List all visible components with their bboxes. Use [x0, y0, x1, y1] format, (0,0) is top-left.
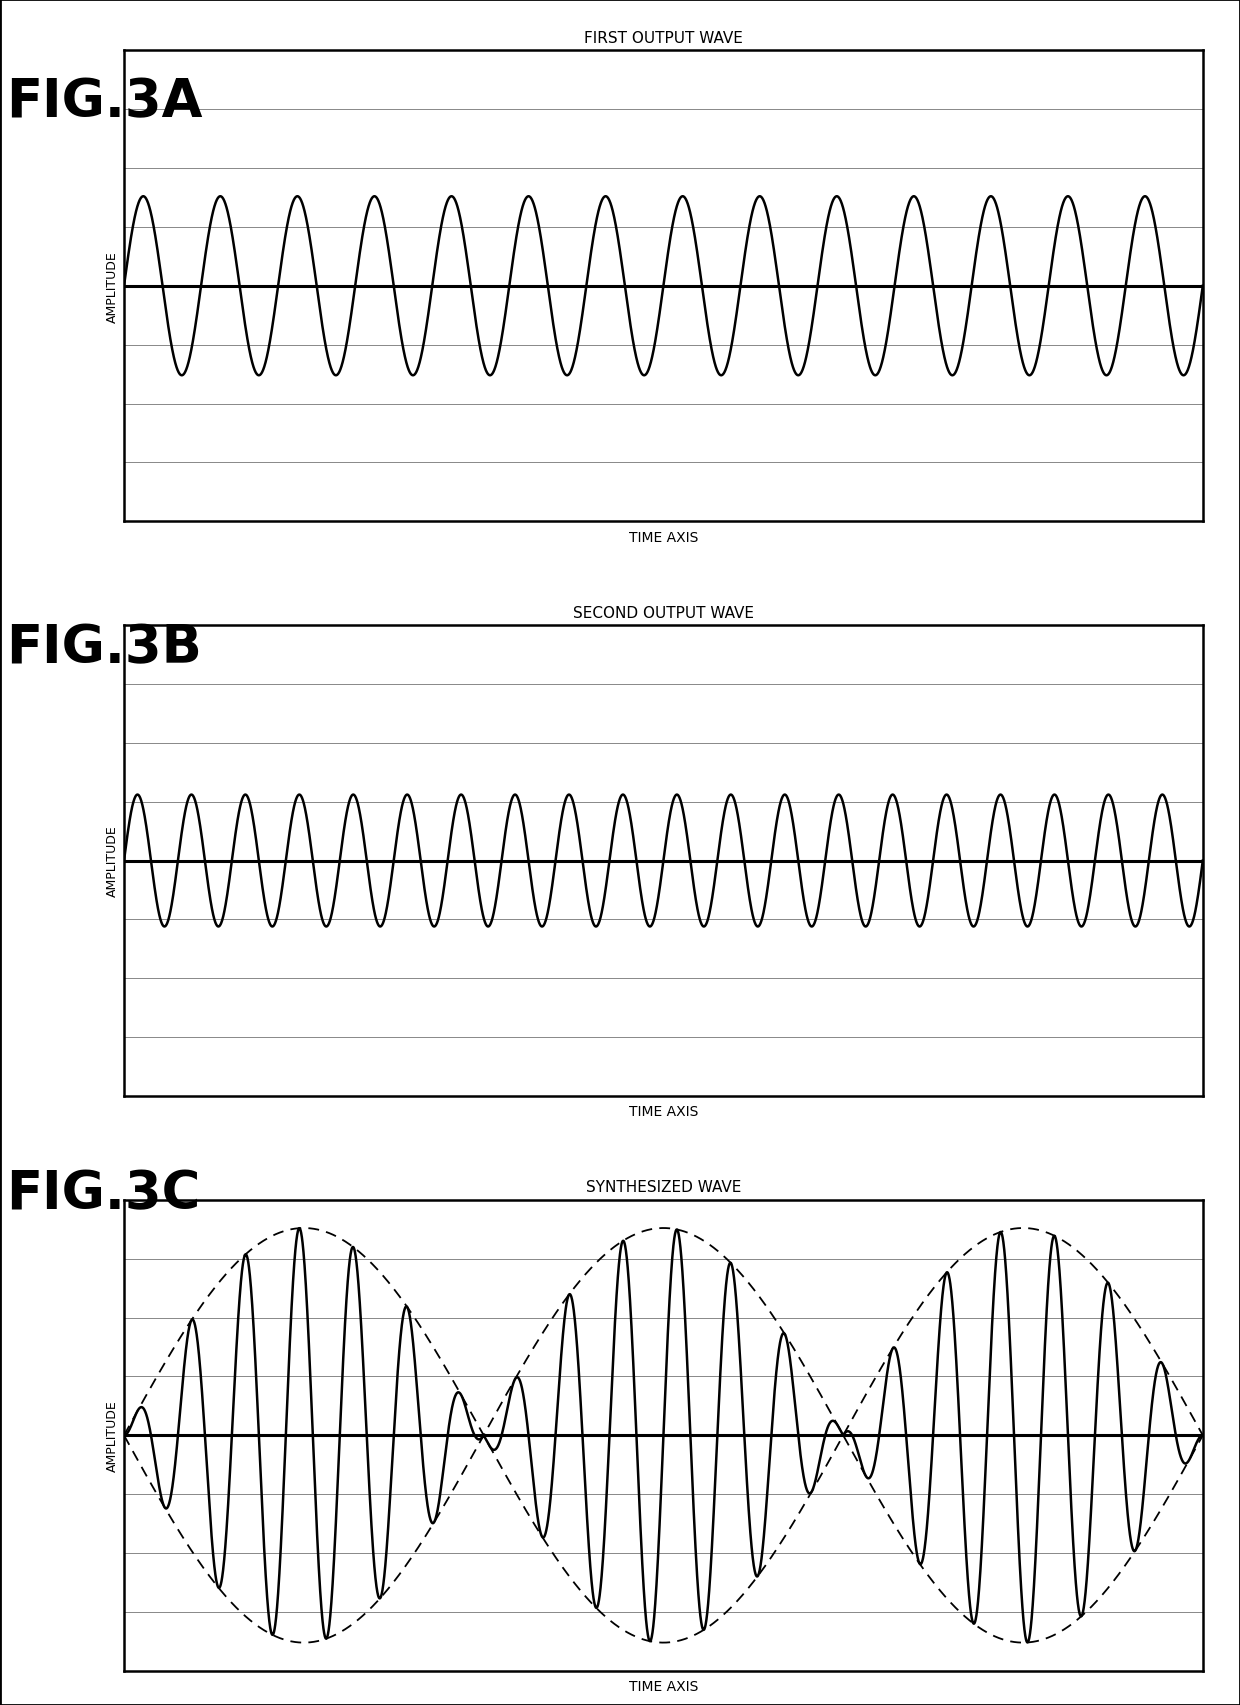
Text: FIG.3A: FIG.3A — [6, 77, 202, 128]
Y-axis label: AMPLITUDE: AMPLITUDE — [105, 1400, 119, 1471]
Text: FIG.3B: FIG.3B — [6, 622, 202, 673]
X-axis label: TIME AXIS: TIME AXIS — [629, 1105, 698, 1118]
Y-axis label: AMPLITUDE: AMPLITUDE — [105, 251, 119, 322]
Title: FIRST OUTPUT WAVE: FIRST OUTPUT WAVE — [584, 31, 743, 46]
Y-axis label: AMPLITUDE: AMPLITUDE — [105, 825, 119, 897]
Text: FIG.3C: FIG.3C — [6, 1168, 201, 1219]
X-axis label: TIME AXIS: TIME AXIS — [629, 530, 698, 544]
Title: SYNTHESIZED WAVE: SYNTHESIZED WAVE — [585, 1180, 742, 1195]
Title: SECOND OUTPUT WAVE: SECOND OUTPUT WAVE — [573, 605, 754, 621]
X-axis label: TIME AXIS: TIME AXIS — [629, 1679, 698, 1693]
